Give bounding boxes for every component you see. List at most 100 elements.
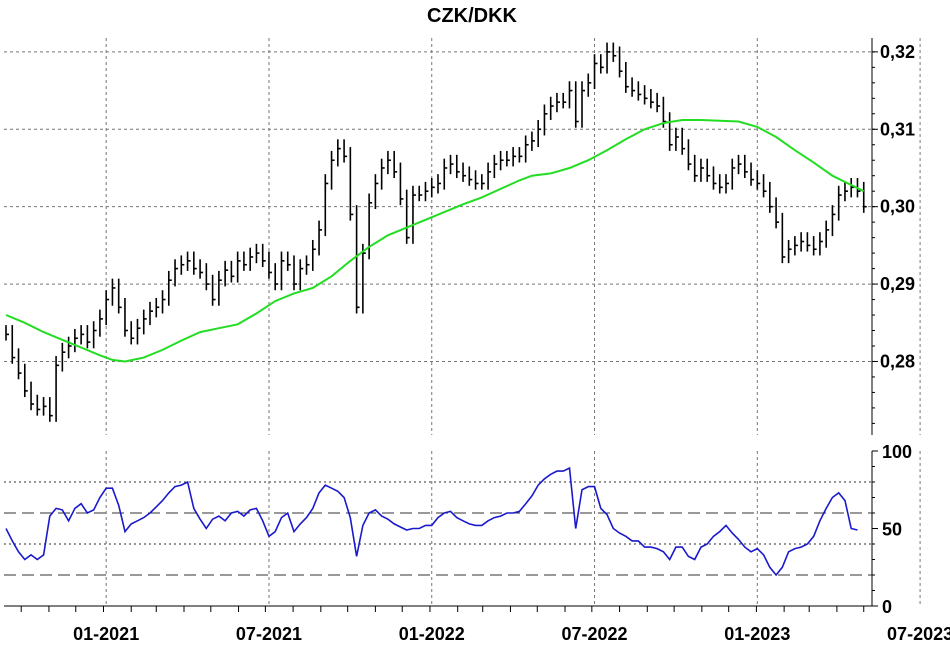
price-bar	[769, 181, 773, 213]
price-bar	[850, 178, 855, 198]
price-bar	[193, 251, 197, 275]
price-bar	[343, 139, 348, 163]
price-bar	[299, 259, 304, 291]
price-tick-label: 0,31	[880, 119, 915, 139]
price-bar	[324, 174, 329, 237]
price-bar	[844, 181, 848, 202]
oscillator-plot-frame	[4, 451, 872, 606]
price-bar	[487, 162, 492, 190]
price-bar	[725, 174, 729, 194]
price-bar	[775, 197, 780, 229]
price-bar	[167, 270, 172, 306]
price-bar	[211, 274, 216, 306]
price-bar	[819, 232, 823, 256]
price-bar	[30, 381, 35, 411]
price-bar	[142, 309, 147, 335]
price-bar	[42, 397, 47, 416]
price-bar	[518, 147, 523, 163]
price-bar	[280, 251, 285, 291]
price-bar	[474, 170, 479, 190]
price-bar	[800, 232, 805, 252]
price-bar	[424, 181, 429, 202]
price-bar	[462, 162, 467, 182]
price-bar	[405, 189, 410, 244]
price-bar	[49, 397, 53, 422]
price-bar	[255, 243, 260, 264]
price-bar	[155, 298, 160, 318]
price-bar	[837, 185, 842, 221]
price-bar	[136, 318, 141, 345]
price-bar	[643, 85, 648, 105]
price-bar	[418, 185, 423, 202]
x-tick-label: 01-2021	[73, 624, 139, 644]
price-bar	[399, 162, 404, 206]
price-bar	[268, 251, 272, 279]
price-bar	[23, 363, 28, 398]
price-gridlines	[4, 51, 872, 362]
price-bar	[5, 325, 9, 341]
price-bar	[393, 150, 398, 179]
price-bar	[99, 309, 103, 337]
x-tick-label: 07-2022	[561, 624, 627, 644]
price-bar	[412, 185, 416, 244]
price-tick-label: 0,29	[880, 274, 915, 294]
x-tick-label: 07-2023	[887, 624, 950, 644]
price-bar	[625, 61, 629, 93]
price-bar	[36, 394, 41, 416]
price-bar	[61, 342, 66, 372]
price-bar	[286, 251, 291, 271]
price-bar	[506, 150, 510, 167]
price-bar	[599, 54, 604, 74]
price-bar	[236, 251, 241, 283]
price-bar	[249, 247, 254, 271]
price-bar	[762, 174, 767, 198]
price-bar	[449, 154, 454, 175]
price-bar	[243, 251, 247, 271]
price-bar	[205, 263, 210, 291]
price-bar	[261, 243, 266, 268]
price-bar	[781, 212, 786, 264]
price-bar	[92, 321, 97, 349]
price-bar	[556, 92, 560, 113]
price-bar	[794, 236, 798, 256]
oscillator-tick-label: 0	[882, 597, 892, 617]
price-bar	[355, 205, 360, 314]
price-bar	[74, 328, 78, 353]
oscillator-y-axis: 100 50 0	[872, 442, 912, 617]
price-bar	[374, 174, 379, 209]
chart-title: CZK/DKK	[427, 5, 518, 27]
price-bar	[218, 270, 222, 306]
price-bar	[117, 278, 122, 314]
price-bar	[750, 162, 755, 186]
price-bar	[512, 147, 517, 167]
oscillator-line	[5, 466, 858, 577]
price-bar	[493, 154, 498, 179]
price-bar	[362, 243, 366, 314]
price-bar	[55, 356, 60, 422]
price-bar	[568, 81, 573, 109]
price-bar	[706, 158, 711, 182]
moving-average-line	[5, 119, 865, 363]
price-bar	[293, 255, 297, 291]
oscillator-tick-label: 100	[882, 442, 912, 462]
price-bar	[387, 150, 391, 175]
price-bar	[180, 255, 185, 275]
price-bar	[637, 81, 642, 101]
price-bar	[86, 325, 91, 349]
price-bar	[311, 239, 316, 271]
price-bar	[17, 348, 22, 380]
price-bar	[806, 232, 811, 252]
price-bar	[124, 298, 128, 337]
price-bar	[11, 325, 16, 364]
price-bar	[712, 166, 717, 190]
price-bar	[531, 131, 535, 151]
price-bar	[593, 54, 598, 90]
price-bar	[468, 166, 473, 186]
price-bar	[543, 104, 548, 136]
price-bar	[756, 170, 761, 190]
price-bar	[130, 321, 135, 345]
price-bar	[437, 174, 441, 194]
oscillator-panel: 100 50 0	[4, 442, 921, 617]
